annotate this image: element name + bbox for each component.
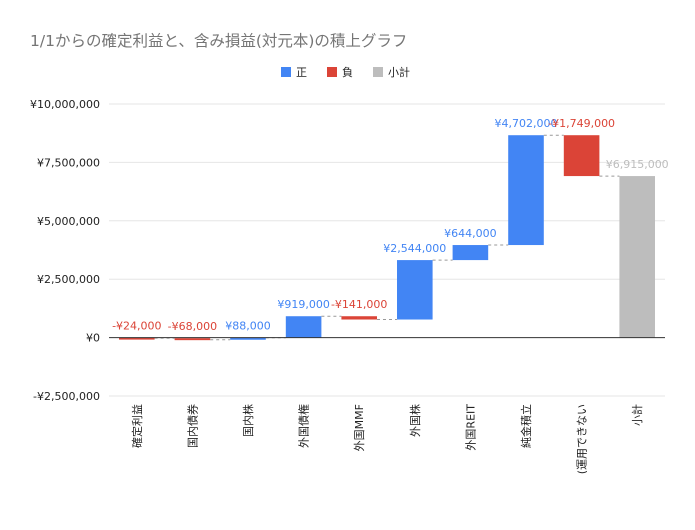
data-label: ¥644,000: [444, 227, 497, 240]
x-tick-label: 外国債権: [297, 404, 311, 448]
data-labels: -¥24,000 -¥68,000 ¥88,000 ¥919,000 -¥141,000…: [112, 117, 669, 333]
y-tick-label: ¥5,000,000: [37, 215, 100, 228]
y-tick-label: ¥2,500,000: [37, 273, 100, 286]
data-label: -¥141,000: [331, 298, 387, 311]
data-label: ¥2,544,000: [383, 242, 446, 255]
bar: [285, 316, 322, 338]
bar: [508, 135, 544, 246]
bar: [230, 337, 266, 340]
x-tick-label: 外国株: [408, 404, 422, 437]
bar: [119, 337, 155, 340]
bar: [341, 316, 377, 320]
x-tick-label: 外国MMF: [353, 404, 366, 451]
data-label: -¥68,000: [168, 320, 217, 333]
y-tick-label: -¥2,500,000: [33, 390, 100, 403]
legend-label-subtotal: 小計: [388, 65, 410, 79]
legend-swatch-positive: [281, 67, 291, 77]
x-tick-label: 国内株: [241, 404, 255, 437]
bar: [563, 135, 600, 177]
bar: [397, 260, 433, 320]
legend-label-negative: 負: [342, 66, 353, 79]
data-label: ¥6,915,000: [606, 158, 669, 171]
bars: [119, 135, 655, 341]
data-label: ¥88,000: [225, 320, 271, 333]
data-label: ¥919,000: [277, 298, 330, 311]
y-axis-ticks: ¥10,000,000 ¥7,500,000 ¥5,000,000 ¥2,500,00…: [30, 98, 100, 403]
x-tick-label: 純金積立: [519, 404, 533, 448]
legend-label-positive: 正: [296, 66, 307, 79]
x-axis-labels: 確定利益 国内債券 国内株 外国債権 外国MMF 外国株 外国REIT 純金積立 (運用できない…: [130, 404, 644, 475]
x-tick-label: 国内債券: [185, 404, 199, 448]
bar: [452, 245, 489, 261]
bar: [174, 338, 211, 341]
x-tick-label: 外国REIT: [464, 404, 477, 451]
bar: [619, 176, 655, 338]
x-tick-label: (運用できない: [576, 404, 589, 474]
y-tick-label: ¥0: [86, 332, 100, 345]
y-tick-label: ¥7,500,000: [37, 156, 100, 169]
legend: 正 負 小計: [281, 65, 410, 79]
x-tick-label: 確定利益: [130, 404, 144, 448]
chart-title: 1/1からの確定利益と、含み損益(対元本)の積上グラフ: [30, 32, 407, 50]
data-label: -¥24,000: [112, 320, 161, 333]
data-label: -¥1,749,000: [548, 117, 615, 130]
legend-swatch-subtotal: [373, 67, 383, 77]
x-tick-label: 小計: [630, 404, 644, 426]
y-tick-label: ¥10,000,000: [30, 98, 100, 111]
data-label: ¥4,702,000: [495, 117, 558, 130]
legend-swatch-negative: [327, 67, 337, 77]
